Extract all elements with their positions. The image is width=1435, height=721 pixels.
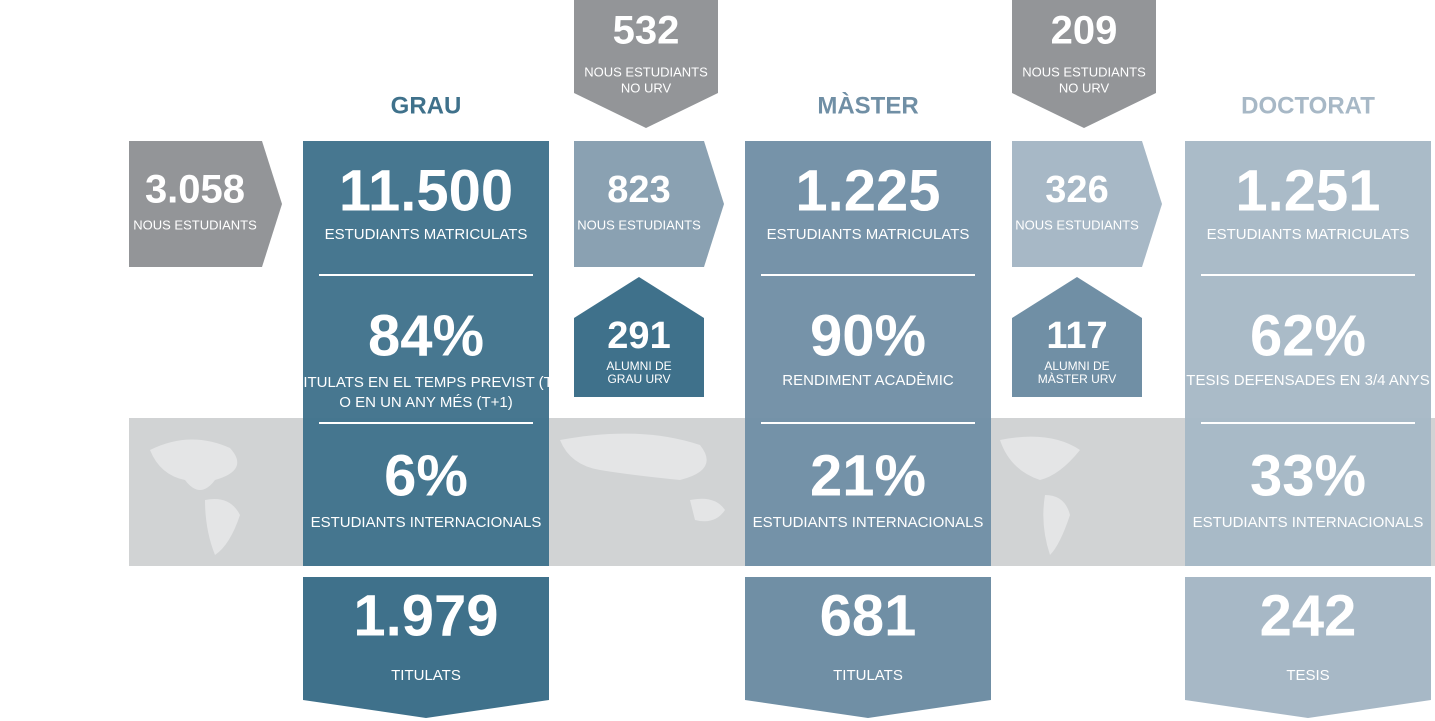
- stat-value: 62%: [1250, 303, 1366, 368]
- stat-value: 33%: [1250, 443, 1366, 508]
- output-value: 242: [1260, 583, 1357, 648]
- external-label: NO URV: [621, 80, 672, 95]
- new-students-arrow: [574, 141, 724, 267]
- entry-label: NOUS ESTUDIANTS: [133, 217, 257, 232]
- output-label: TITULATS: [391, 667, 461, 684]
- continent: [1043, 495, 1070, 555]
- level-title: MÀSTER: [817, 91, 918, 119]
- alumni-house: [1012, 277, 1142, 397]
- new-students-arrow: [1012, 141, 1162, 267]
- alumni-label: MÀSTER URV: [1038, 371, 1116, 386]
- stat-label: ESTUDIANTS MATRICULATS: [325, 226, 528, 243]
- output-value: 681: [820, 583, 917, 648]
- stat-label: RENDIMENT ACADÈMIC: [782, 372, 954, 389]
- alumni-label: GRAU URV: [607, 372, 670, 386]
- level-title: GRAU: [391, 92, 462, 119]
- level-column: [1185, 141, 1431, 566]
- stat-label: ESTUDIANTS INTERNACIONALS: [753, 514, 984, 531]
- stat-value: 84%: [368, 303, 484, 368]
- continent: [1000, 436, 1080, 480]
- continent: [150, 439, 238, 490]
- alumni-label: ALUMNI DE: [1044, 359, 1109, 373]
- external-value: 532: [613, 9, 680, 53]
- stat-value: 6%: [384, 443, 468, 508]
- new-value: 326: [1045, 169, 1108, 211]
- new-label: NOUS ESTUDIANTS: [577, 217, 701, 232]
- external-box: [1012, 0, 1156, 128]
- external-value: 209: [1051, 9, 1118, 53]
- level-title: DOCTORAT: [1241, 92, 1375, 119]
- stat-label: TITULATS EN EL TEMPS PREVIST (T): [294, 374, 558, 391]
- stat-label: ESTUDIANTS INTERNACIONALS: [311, 514, 542, 531]
- stat-value: 21%: [810, 443, 926, 508]
- alumni-house: [574, 277, 704, 397]
- stat-value: 1.225: [795, 158, 940, 223]
- level-column: [303, 141, 549, 566]
- continent: [690, 498, 725, 522]
- stat-value: 90%: [810, 303, 926, 368]
- stat-value: 11.500: [339, 158, 513, 223]
- level-column: [745, 141, 991, 566]
- stat-label: ESTUDIANTS MATRICULATS: [1207, 226, 1410, 243]
- output-value: 1.979: [353, 583, 498, 648]
- stat-label: O EN UN ANY MÉS (T+1): [339, 394, 513, 411]
- external-label: NO URV: [1059, 80, 1110, 95]
- output-label: TITULATS: [833, 667, 903, 684]
- output-box: [303, 577, 549, 718]
- stat-label: ESTUDIANTS INTERNACIONALS: [1193, 514, 1424, 531]
- continent: [205, 499, 240, 555]
- external-box: [574, 0, 718, 128]
- stat-label: TESIS DEFENSADES EN 3/4 ANYS: [1186, 372, 1429, 389]
- output-box: [1185, 577, 1431, 718]
- external-label: NOUS ESTUDIANTS: [1022, 64, 1146, 79]
- stat-value: 1.251: [1235, 158, 1380, 223]
- entry-value: 3.058: [145, 168, 245, 212]
- new-value: 823: [607, 169, 670, 211]
- stat-label: ESTUDIANTS MATRICULATS: [767, 226, 970, 243]
- output-box: [745, 577, 991, 718]
- alumni-label: ALUMNI DE: [606, 359, 671, 373]
- new-label: NOUS ESTUDIANTS: [1015, 217, 1139, 232]
- entry-arrow: [129, 141, 282, 267]
- continent: [560, 433, 707, 480]
- external-label: NOUS ESTUDIANTS: [584, 64, 708, 79]
- output-label: TESIS: [1286, 667, 1329, 684]
- alumni-value: 117: [1046, 315, 1107, 357]
- alumni-value: 291: [607, 315, 670, 357]
